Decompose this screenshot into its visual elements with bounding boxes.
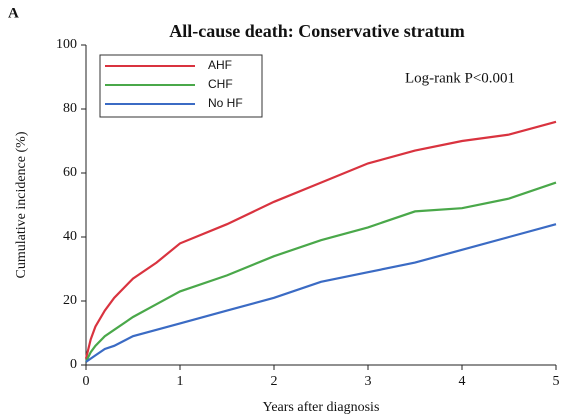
x-tick-label: 5 (553, 374, 560, 389)
y-tick-label: 80 (63, 101, 77, 116)
y-tick-label: 20 (63, 293, 77, 308)
annotation: Log-rank P<0.001 (405, 70, 515, 86)
x-tick-label: 4 (459, 374, 466, 389)
legend-label: CHF (208, 77, 233, 91)
legend-label: No HF (208, 96, 243, 110)
x-axis-label: Years after diagnosis (263, 400, 380, 415)
y-tick-label: 40 (63, 229, 77, 244)
y-axis-label: Cumulative incidence (%) (14, 131, 29, 278)
y-tick-label: 0 (70, 357, 77, 372)
panel-label: A (8, 5, 19, 21)
series-line (84, 120, 557, 359)
y-tick-label: 100 (56, 37, 77, 52)
chart-title: All-cause death: Conservative stratum (169, 21, 464, 41)
series-line (85, 181, 557, 363)
legend-label: AHF (208, 58, 232, 72)
x-tick-label: 0 (83, 374, 90, 389)
x-tick-label: 2 (271, 374, 278, 389)
y-tick-label: 60 (63, 165, 77, 180)
series-line (85, 223, 557, 363)
x-tick-label: 1 (177, 374, 184, 389)
x-tick-label: 3 (365, 374, 372, 389)
